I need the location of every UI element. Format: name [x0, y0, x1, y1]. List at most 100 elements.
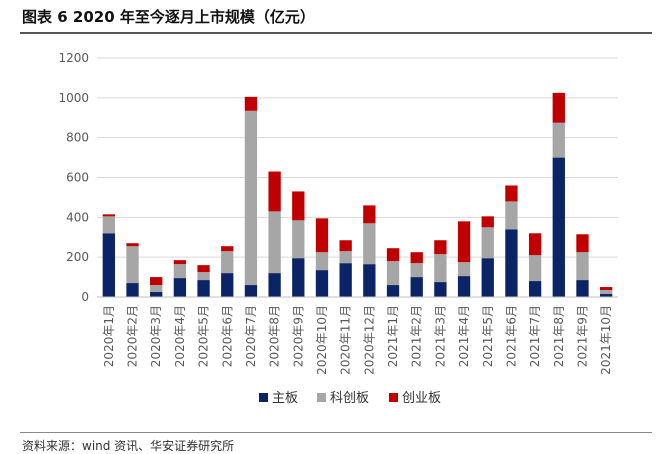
bar-main-10: [339, 263, 352, 297]
x-tick-label-18: 2021年7月: [528, 305, 542, 367]
bar-main-21: [600, 294, 613, 297]
bar-chinext-19: [552, 92, 565, 123]
bar-star-18: [528, 255, 542, 282]
x-tick-label-13: 2021年2月: [410, 305, 424, 367]
bar-main-7: [268, 273, 281, 297]
bar-main-6: [244, 285, 258, 297]
bar-chinext-9: [315, 218, 329, 253]
x-tick-label-20: 2021年9月: [575, 305, 589, 367]
bar-star-16: [481, 227, 494, 259]
bar-main-11: [363, 264, 376, 297]
bar-main-16: [481, 258, 494, 297]
legend-swatch-2: [389, 393, 398, 402]
bar-chinext-11: [363, 205, 376, 224]
bar-main-20: [576, 280, 589, 297]
bar-chinext-3: [173, 260, 187, 265]
bar-star-4: [197, 272, 210, 281]
bar-star-10: [339, 251, 352, 264]
title-divider: [20, 32, 652, 34]
bar-star-17: [505, 201, 518, 230]
y-tick-label-400: 400: [66, 210, 89, 224]
bar-chinext-4: [197, 265, 210, 273]
bar-main-18: [528, 281, 542, 297]
x-tick-label-4: 2020年5月: [197, 305, 211, 367]
bar-main-9: [315, 270, 329, 297]
x-tick-label-19: 2021年8月: [552, 305, 566, 367]
legend: 主板 科创板 创业板: [259, 391, 441, 406]
bar-chinext-0: [102, 214, 115, 217]
bar-star-21: [600, 290, 613, 295]
x-tick-label-14: 2021年3月: [433, 305, 447, 367]
y-tick-label-600: 600: [66, 171, 89, 185]
bar-main-3: [173, 278, 187, 297]
bar-main-2: [150, 292, 163, 297]
y-tick-label-200: 200: [66, 250, 89, 264]
x-tick-label-10: 2020年11月: [339, 305, 353, 375]
bar-main-8: [292, 258, 305, 297]
source-note: 资料来源：wind 资讯、华安证券研究所: [22, 439, 235, 453]
bar-chinext-8: [292, 191, 305, 221]
legend-label-0: 主板: [272, 391, 298, 406]
x-axis-ticks: 2020年1月 2020年2月 2020年3月 2020年4月 2020年5月 2020年…: [102, 305, 613, 375]
bar-main-0: [102, 233, 115, 297]
x-tick-label-8: 2020年9月: [291, 305, 305, 367]
bar-main-4: [197, 280, 210, 297]
bar-star-0: [102, 216, 115, 234]
legend-swatch-1: [317, 393, 326, 402]
x-tick-label-9: 2020年10月: [315, 305, 329, 375]
bar-star-14: [434, 254, 447, 283]
bar-chinext-18: [528, 233, 542, 256]
source-divider: [20, 432, 652, 433]
gridlines: [97, 57, 618, 258]
bar-main-5: [221, 273, 234, 297]
y-tick-label-1000: 1000: [58, 91, 89, 105]
bar-star-13: [410, 263, 423, 278]
legend-label-1: 科创板: [330, 391, 369, 406]
bar-chinext-2: [150, 277, 163, 286]
bar-main-1: [126, 283, 139, 297]
bar-star-15: [457, 262, 471, 277]
bar-chinext-14: [434, 240, 447, 255]
x-tick-label-5: 2020年6月: [220, 305, 234, 367]
x-tick-label-17: 2021年6月: [504, 305, 518, 367]
bar-chinext-13: [410, 252, 423, 264]
bar-star-19: [552, 122, 565, 158]
bar-chinext-10: [339, 240, 352, 252]
legend-label-2: 创业板: [402, 391, 441, 406]
x-tick-label-0: 2020年1月: [102, 305, 116, 367]
bar-chinext-7: [268, 171, 281, 212]
bar-chinext-20: [576, 234, 589, 253]
x-tick-label-11: 2020年12月: [362, 305, 376, 375]
bar-star-11: [363, 223, 376, 265]
bar-main-14: [434, 282, 447, 297]
x-tick-label-15: 2021年4月: [457, 305, 471, 367]
bar-main-12: [386, 285, 400, 297]
bar-star-6: [244, 110, 258, 286]
bar-star-3: [173, 264, 187, 279]
legend-swatch-0: [259, 393, 268, 402]
bar-star-9: [315, 252, 329, 271]
x-tick-label-12: 2021年1月: [386, 305, 400, 367]
bar-chinext-12: [386, 248, 400, 262]
bar-star-1: [126, 246, 139, 284]
bar-main-17: [505, 229, 518, 297]
bar-star-20: [576, 252, 589, 281]
x-tick-label-6: 2020年7月: [244, 305, 258, 367]
y-tick-label-1200: 1200: [58, 51, 89, 65]
bar-chinext-1: [126, 243, 139, 247]
y-tick-label-0: 0: [81, 290, 89, 304]
bar-main-15: [457, 276, 471, 297]
y-axis-ticks: 0 200 400 600 800 1000 1200: [58, 51, 89, 304]
y-tick-label-800: 800: [66, 131, 89, 145]
bar-star-8: [292, 220, 305, 259]
x-tick-label-3: 2020年4月: [173, 305, 187, 367]
bar-chinext-16: [481, 216, 494, 228]
bar-chinext-15: [457, 221, 471, 263]
bar-chinext-5: [221, 246, 234, 252]
bar-main-13: [410, 277, 423, 297]
bar-main-19: [552, 157, 565, 297]
bars: [102, 92, 613, 297]
bar-chinext-21: [600, 287, 613, 291]
chart-title: 图表 6 2020 年至今逐月上市规模（亿元）: [22, 8, 315, 26]
